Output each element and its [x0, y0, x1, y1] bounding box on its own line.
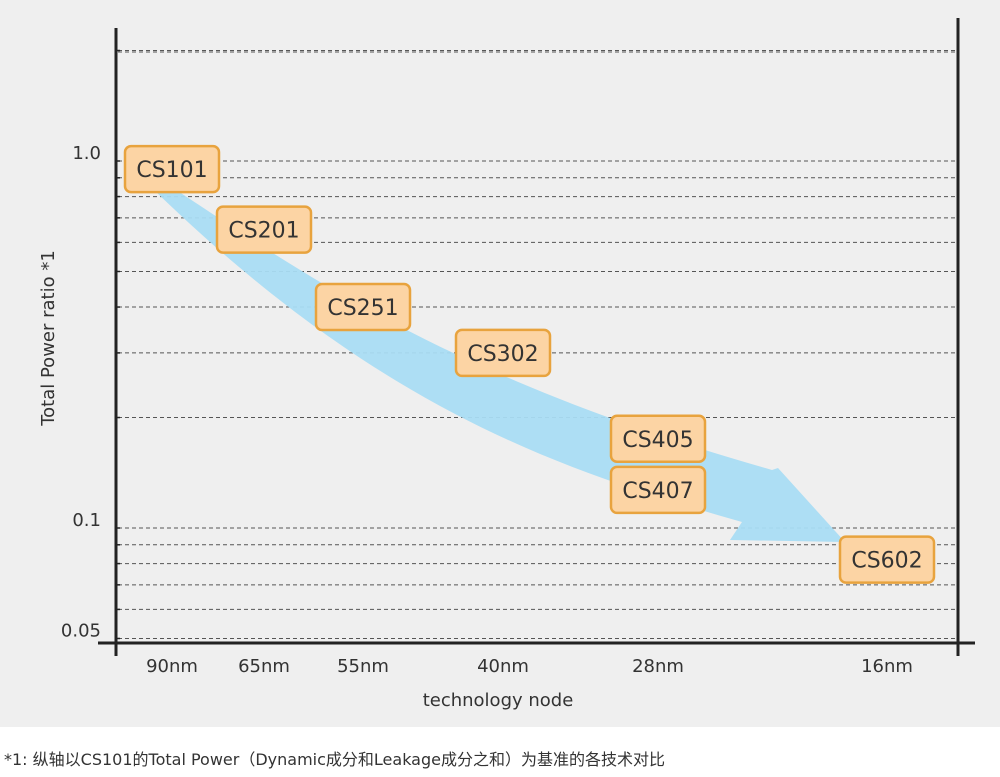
power-ratio-chart: 1.0 0.1 0.05 90nm 65nm 55nm 40nm 28nm 16nm techno… — [38, 18, 975, 711]
x-tick-label: 16nm — [861, 656, 913, 677]
data-point-label: CS407 — [622, 479, 693, 504]
data-point-cs302: CS302 — [454, 328, 552, 378]
data-point-cs101: CS101 — [123, 144, 221, 194]
data-point-label: CS201 — [228, 219, 299, 244]
data-point-label: CS405 — [622, 428, 693, 453]
data-point-box — [609, 465, 707, 515]
y-tick-label: 0.05 — [61, 620, 101, 641]
x-tick-label: 40nm — [477, 656, 529, 677]
data-point-label: CS251 — [327, 296, 398, 321]
data-point-box — [314, 282, 412, 332]
data-point-box — [609, 414, 707, 464]
footnote: *1: 纵轴以CS101的Total Power（Dynamic成分和Leaka… — [4, 750, 665, 769]
y-tick-label: 1.0 — [72, 143, 101, 164]
x-tick-label: 65nm — [238, 656, 290, 677]
data-point-box — [123, 144, 221, 194]
data-point-cs602: CS602 — [838, 535, 936, 584]
data-point-box — [838, 535, 936, 584]
chart-panel: 1.0 0.1 0.05 90nm 65nm 55nm 40nm 28nm 16nm techno… — [0, 0, 1000, 727]
x-tick-label: 28nm — [632, 656, 684, 677]
data-point-cs201: CS201 — [215, 205, 313, 254]
x-axis-title: technology node — [423, 690, 574, 711]
data-point-label: CS101 — [136, 158, 207, 183]
data-point-cs405: CS405 — [609, 414, 707, 464]
data-point-cs251: CS251 — [314, 282, 412, 332]
data-point-label: CS302 — [467, 342, 538, 367]
x-tick-label: 90nm — [146, 656, 198, 677]
y-axis-title: Total Power ratio *1 — [38, 250, 59, 427]
data-point-box — [215, 205, 313, 254]
data-point-label: CS602 — [851, 549, 922, 574]
x-tick-label: 55nm — [337, 656, 389, 677]
y-tick-label: 0.1 — [72, 510, 101, 531]
data-point-box — [454, 328, 552, 378]
data-point-cs407: CS407 — [609, 465, 707, 515]
